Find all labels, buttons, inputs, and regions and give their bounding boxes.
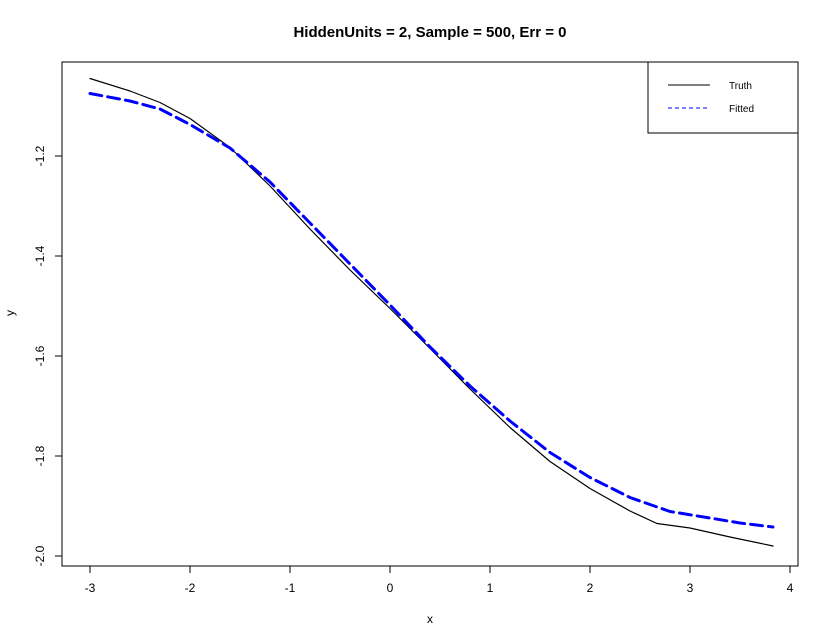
series-layer (88, 77, 775, 547)
series-line-fitted (88, 92, 775, 529)
x-tick-label: 4 (787, 581, 794, 595)
y-tick-label: -1.4 (33, 245, 47, 266)
y-tick-label: -1.6 (33, 345, 47, 366)
y-axis-label: y (3, 310, 17, 316)
y-tick-label: -1.2 (33, 145, 47, 166)
x-tick-label: 1 (487, 581, 494, 595)
legend-box (647, 61, 799, 134)
x-axis: -3 -2 -1 0 1 2 3 4 (85, 565, 794, 595)
chart-title: HiddenUnits = 2, Sample = 500, Err = 0 (293, 24, 566, 41)
x-tick-label: 0 (387, 581, 394, 595)
x-tick-label: 3 (687, 581, 694, 595)
y-tick-label: -1.8 (33, 445, 47, 466)
x-axis-label: x (427, 612, 433, 626)
x-tick-label: 2 (587, 581, 594, 595)
legend: Truth Fitted (647, 61, 799, 134)
plot-area (61, 61, 799, 567)
y-axis: -2.0 -1.8 -1.6 -1.4 -1.2 (33, 145, 63, 566)
legend-label-truth: Truth (729, 81, 752, 92)
x-tick-label: -1 (285, 581, 296, 595)
x-tick-label: -3 (85, 581, 96, 595)
x-tick-label: -2 (185, 581, 196, 595)
legend-label-fitted: Fitted (729, 104, 754, 115)
series-line-truth (89, 77, 774, 547)
y-tick-label: -2.0 (33, 545, 47, 566)
